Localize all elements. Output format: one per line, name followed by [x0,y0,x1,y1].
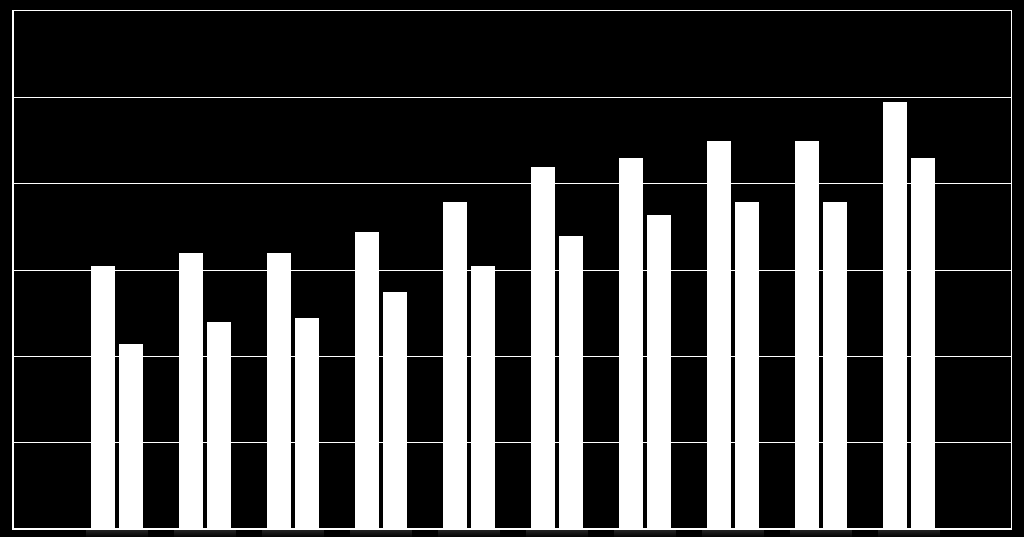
bar-series-a [90,265,116,528]
plot-frame [12,10,1012,530]
bar-shadow [86,528,148,537]
bar-series-b [734,201,760,528]
bar-series-a [882,101,908,528]
gridline [14,97,1011,98]
bar-series-b [294,317,320,528]
bar-shadow [174,528,236,537]
bar-shadow [526,528,588,537]
bar-series-b [470,265,496,528]
bar-series-b [206,321,232,528]
bar-shadow [878,528,940,537]
gridline [14,183,1011,184]
bar-series-b [646,214,672,529]
bar-series-b [822,201,848,528]
bar-series-b [118,343,144,528]
gridline [14,356,1011,357]
bar-series-a [706,140,732,528]
bar-shadow [614,528,676,537]
bar-series-b [558,235,584,528]
gridline [14,270,1011,271]
bar-series-a [266,252,292,528]
bar-shadow [790,528,852,537]
bar-series-a [530,166,556,528]
bar-shadow [262,528,324,537]
bar-shadow [438,528,500,537]
bar-series-a [794,140,820,528]
gridline [14,442,1011,443]
bar-series-b [382,291,408,528]
bar-shadow [702,528,764,537]
bar-series-b [910,157,936,528]
bar-series-a [618,157,644,528]
bar-series-a [178,252,204,528]
bar-series-a [354,231,380,528]
bar-series-a [442,201,468,528]
bar-chart [0,0,1024,537]
bar-shadow [350,528,412,537]
